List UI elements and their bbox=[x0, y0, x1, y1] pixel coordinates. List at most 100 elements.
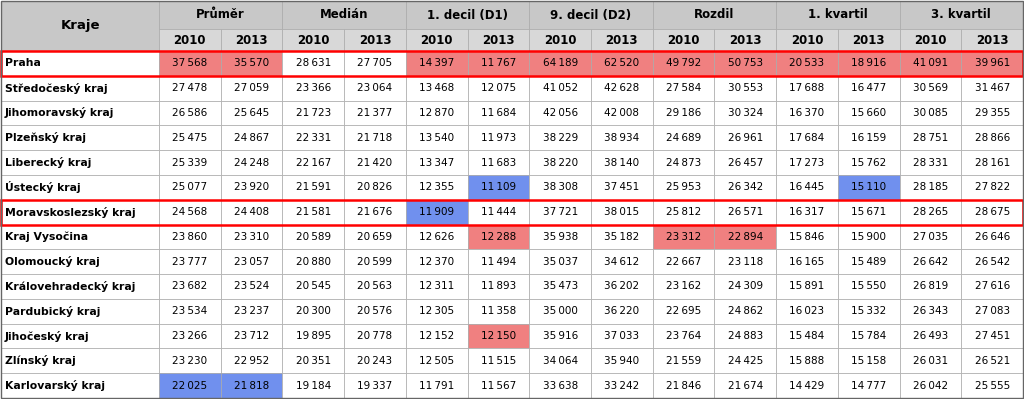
Bar bbox=[159, 373, 221, 398]
Bar bbox=[468, 373, 529, 398]
Text: 23 860: 23 860 bbox=[172, 232, 208, 242]
Bar bbox=[159, 1, 283, 29]
Bar bbox=[468, 324, 529, 348]
Text: 23 777: 23 777 bbox=[172, 257, 208, 267]
Text: 22 667: 22 667 bbox=[666, 257, 701, 267]
Bar bbox=[962, 200, 1023, 225]
Text: 23 237: 23 237 bbox=[233, 306, 269, 316]
Text: 26 493: 26 493 bbox=[912, 331, 948, 341]
Text: 20 778: 20 778 bbox=[357, 331, 392, 341]
Text: Pardubický kraj: Pardubický kraj bbox=[5, 306, 100, 317]
Text: 37 721: 37 721 bbox=[543, 207, 578, 217]
Text: 21 377: 21 377 bbox=[357, 108, 392, 118]
Text: 20 243: 20 243 bbox=[357, 356, 392, 366]
Bar bbox=[159, 348, 221, 373]
Text: 35 940: 35 940 bbox=[604, 356, 639, 366]
Text: 21 674: 21 674 bbox=[728, 381, 763, 391]
Bar bbox=[529, 29, 591, 51]
Bar bbox=[652, 29, 715, 51]
Text: 23 534: 23 534 bbox=[172, 306, 208, 316]
Bar bbox=[283, 299, 344, 324]
Bar bbox=[591, 299, 652, 324]
Bar bbox=[406, 299, 468, 324]
Bar bbox=[221, 274, 283, 299]
Text: 27 478: 27 478 bbox=[172, 83, 208, 93]
Text: 26 642: 26 642 bbox=[912, 257, 948, 267]
Bar bbox=[838, 76, 899, 101]
Bar bbox=[776, 125, 838, 150]
Text: 15 888: 15 888 bbox=[790, 356, 824, 366]
Bar bbox=[406, 324, 468, 348]
Text: 15 489: 15 489 bbox=[851, 257, 887, 267]
Bar bbox=[406, 200, 468, 225]
Text: 23 366: 23 366 bbox=[296, 83, 331, 93]
Text: 9. decil (D2): 9. decil (D2) bbox=[551, 8, 632, 22]
Text: 24 425: 24 425 bbox=[728, 356, 763, 366]
Text: 2013: 2013 bbox=[852, 34, 885, 47]
Bar bbox=[652, 125, 715, 150]
Bar bbox=[221, 373, 283, 398]
Bar bbox=[159, 274, 221, 299]
Bar bbox=[344, 348, 406, 373]
Bar bbox=[962, 51, 1023, 76]
Text: 11 358: 11 358 bbox=[481, 306, 516, 316]
Text: 28 675: 28 675 bbox=[975, 207, 1010, 217]
Text: 22 167: 22 167 bbox=[296, 158, 331, 168]
Text: 23 266: 23 266 bbox=[172, 331, 208, 341]
Text: 2013: 2013 bbox=[729, 34, 762, 47]
Bar bbox=[962, 101, 1023, 125]
Text: Královehradecký kraj: Královehradecký kraj bbox=[5, 281, 135, 292]
Text: Kraj Vysočina: Kraj Vysočina bbox=[5, 232, 88, 242]
Bar bbox=[776, 150, 838, 175]
Text: 15 900: 15 900 bbox=[851, 232, 886, 242]
Bar bbox=[962, 150, 1023, 175]
Text: 11 909: 11 909 bbox=[419, 207, 455, 217]
Bar bbox=[159, 249, 221, 274]
Bar bbox=[406, 274, 468, 299]
Text: 26 031: 26 031 bbox=[912, 356, 948, 366]
Text: Medián: Medián bbox=[319, 8, 369, 22]
Bar bbox=[652, 1, 776, 29]
Text: 2013: 2013 bbox=[236, 34, 268, 47]
Text: 26 542: 26 542 bbox=[975, 257, 1010, 267]
Text: 3. kvartil: 3. kvartil bbox=[932, 8, 991, 22]
Bar bbox=[1, 299, 159, 324]
Bar bbox=[344, 324, 406, 348]
Text: 19 184: 19 184 bbox=[296, 381, 331, 391]
Text: Jihočeský kraj: Jihočeský kraj bbox=[5, 330, 90, 342]
Text: 23 312: 23 312 bbox=[666, 232, 701, 242]
Bar bbox=[776, 29, 838, 51]
Bar bbox=[283, 51, 344, 76]
Text: 15 158: 15 158 bbox=[851, 356, 887, 366]
Text: 27 059: 27 059 bbox=[234, 83, 269, 93]
Bar bbox=[899, 51, 962, 76]
Bar bbox=[344, 373, 406, 398]
Bar bbox=[344, 76, 406, 101]
Text: 28 331: 28 331 bbox=[912, 158, 948, 168]
Text: Rozdil: Rozdil bbox=[694, 8, 734, 22]
Text: 11 444: 11 444 bbox=[481, 207, 516, 217]
Text: 12 505: 12 505 bbox=[419, 356, 455, 366]
Bar bbox=[715, 348, 776, 373]
Text: 11 767: 11 767 bbox=[481, 58, 516, 68]
Bar bbox=[715, 101, 776, 125]
Bar bbox=[899, 299, 962, 324]
Bar bbox=[529, 348, 591, 373]
Text: 2010: 2010 bbox=[914, 34, 946, 47]
Bar bbox=[962, 225, 1023, 249]
Bar bbox=[344, 51, 406, 76]
Bar bbox=[899, 348, 962, 373]
Bar bbox=[1, 51, 1023, 76]
Bar bbox=[468, 348, 529, 373]
Text: 2010: 2010 bbox=[668, 34, 699, 47]
Text: 14 429: 14 429 bbox=[790, 381, 824, 391]
Text: 20 589: 20 589 bbox=[296, 232, 331, 242]
Bar bbox=[652, 225, 715, 249]
Text: 11 791: 11 791 bbox=[419, 381, 455, 391]
Bar bbox=[283, 249, 344, 274]
Text: 23 230: 23 230 bbox=[172, 356, 208, 366]
Text: 30 569: 30 569 bbox=[912, 83, 948, 93]
Text: 16 445: 16 445 bbox=[790, 182, 824, 192]
Bar bbox=[591, 274, 652, 299]
Bar bbox=[776, 175, 838, 200]
